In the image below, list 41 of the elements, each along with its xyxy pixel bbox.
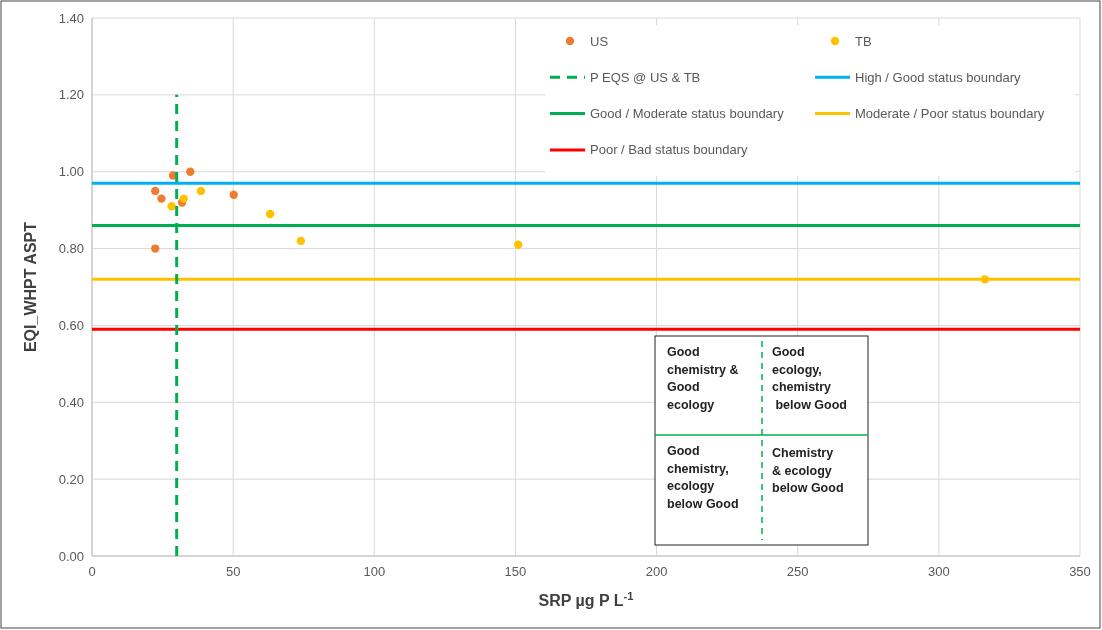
y-tick-label: 0.20 [58,471,84,487]
y-tick-label: 1.20 [58,87,84,103]
x-tick-label: 200 [645,564,668,579]
x-tick-label: 100 [363,564,386,579]
point [296,236,306,246]
legend-label: Moderate / Poor status boundary [855,106,1045,122]
point [229,190,238,199]
point [196,186,206,196]
point [980,275,990,284]
legend-label: P EQS @ US & TB [590,69,701,85]
y-tick-label: 1.40 [58,10,84,26]
legend-label: High / Good status boundary [855,69,1021,85]
y-tick-label: 0.40 [58,394,84,410]
legend-label: TB [855,33,872,49]
point [514,240,523,249]
x-tick-label: 350 [1069,564,1091,579]
annotation: Good chemistry & Good ecology [667,345,739,412]
x-tick-label: 50 [225,564,241,579]
point [151,186,160,196]
x-tick-label: 0 [88,564,96,579]
point [167,202,176,211]
point [265,209,275,219]
y-axis-title: EQI_WHPT ASPT [22,221,39,353]
x-axis-title: SRP µg P L$^{-1}$ [538,590,634,609]
y-tick-label: 0.80 [58,241,84,257]
point [179,194,188,203]
x-tick-label: 250 [786,564,809,579]
point [151,244,160,253]
y-tick-label: 1.00 [58,164,84,180]
legend-label: US [590,33,609,49]
annotation: Good ecology, chemistry below Good [772,345,847,412]
point [186,167,195,176]
annotation: Chemistry & ecology below Good [772,446,844,495]
y-tick-label: 0.00 [58,548,84,564]
legend-label: Poor / Bad status boundary [590,142,749,158]
x-tick-label: 150 [504,564,527,579]
legend-label: Good / Moderate status boundary [590,106,785,122]
annotation: Good chemistry, ecology below Good [667,444,739,511]
point [157,194,166,203]
x-tick-label: 300 [928,564,950,579]
y-tick-label: 0.60 [58,317,84,333]
